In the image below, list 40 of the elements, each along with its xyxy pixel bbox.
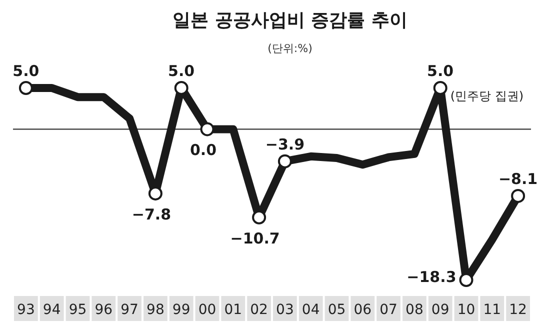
x-tick-label: 99 [172, 302, 190, 318]
x-tick-label: 05 [328, 302, 346, 318]
x-tick-label: 12 [509, 302, 527, 318]
x-tick-label: 10 [457, 302, 476, 318]
chart-subtitle: (단위:%) [268, 42, 312, 55]
x-tick-label: 07 [380, 302, 398, 318]
data-label: −10.7 [230, 229, 280, 248]
x-tick-label: 03 [276, 302, 294, 318]
x-tick-label: 00 [198, 302, 216, 318]
data-label: −18.3 [406, 268, 456, 286]
data-label: 0.0 [190, 141, 217, 160]
point [433, 81, 448, 95]
x-tick-label: 94 [42, 302, 61, 318]
x-tick-label: 04 [302, 302, 320, 318]
x-tick-label: 93 [17, 302, 35, 318]
x-tick-label: 02 [250, 302, 268, 318]
annotation: (민주당 집권) [450, 89, 524, 103]
x-tick-label: 01 [224, 302, 242, 318]
point [278, 154, 292, 168]
data-label: −7.8 [132, 205, 172, 224]
x-tick-label: 98 [146, 302, 164, 318]
point [459, 273, 474, 287]
x-tick-label: 09 [431, 302, 450, 318]
data-label: −3.9 [265, 135, 305, 154]
point [174, 81, 188, 95]
x-tick-label: 08 [406, 302, 424, 318]
data-label: −8.1 [498, 170, 538, 188]
point [252, 210, 266, 224]
data-label: 5.0 [427, 62, 454, 80]
chart-title: 일본 공공사업비 증감률 추이 [172, 10, 408, 31]
point [511, 188, 526, 203]
x-tick-label: 97 [120, 302, 138, 318]
x-tick-label: 95 [68, 302, 87, 318]
x-tick-label: 06 [354, 302, 372, 318]
point [200, 122, 214, 136]
x-tick-label: 96 [94, 302, 113, 318]
data-label: 5.0 [12, 62, 40, 80]
data-label: 5.0 [168, 62, 195, 80]
point [18, 81, 33, 95]
x-tick-label: 11 [483, 302, 502, 318]
